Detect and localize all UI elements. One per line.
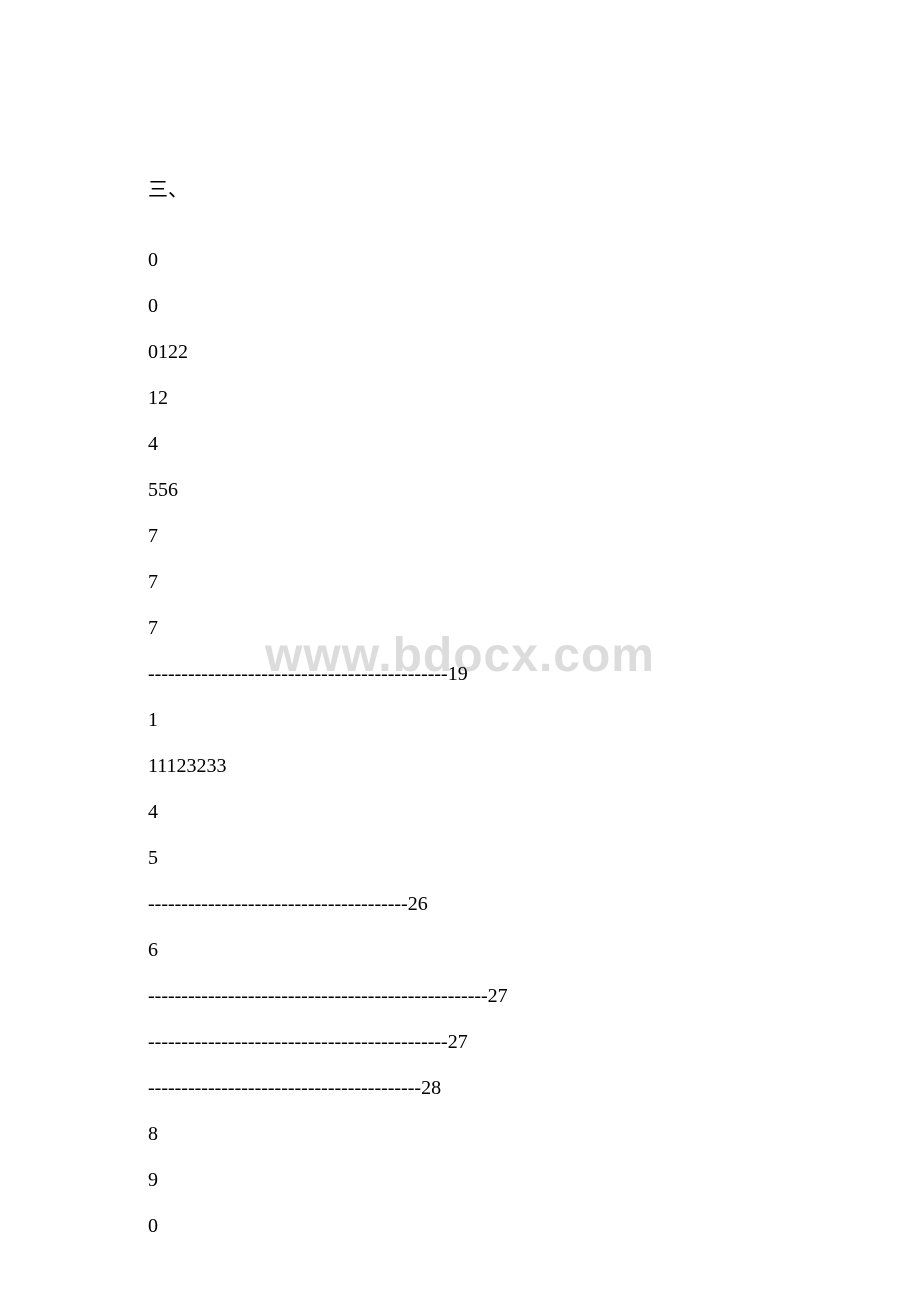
- content-line: ----------------------------------------…: [148, 664, 772, 684]
- content-line: 11123233: [148, 756, 772, 776]
- content-line: 8: [148, 1124, 772, 1144]
- content-line: 0: [148, 250, 772, 270]
- content-line: 6: [148, 940, 772, 960]
- content-line: 4: [148, 802, 772, 822]
- content-line: 0: [148, 296, 772, 316]
- content-line: ----------------------------------------…: [148, 1032, 772, 1052]
- content-line: 12: [148, 388, 772, 408]
- content-line: 1: [148, 710, 772, 730]
- section-header: 三、: [148, 180, 772, 200]
- content-line: 9: [148, 1170, 772, 1190]
- document-content: 三、 0 0 0122 12 4 556 7 7 7 -------------…: [0, 0, 920, 1236]
- content-line: 0: [148, 1216, 772, 1236]
- content-line: ---------------------------------------2…: [148, 894, 772, 914]
- content-line: 7: [148, 526, 772, 546]
- content-line: 4: [148, 434, 772, 454]
- content-line: 5: [148, 848, 772, 868]
- content-line: ----------------------------------------…: [148, 986, 772, 1006]
- content-line: ----------------------------------------…: [148, 1078, 772, 1098]
- content-line: 7: [148, 572, 772, 592]
- content-line: 0122: [148, 342, 772, 362]
- content-line: 7: [148, 618, 772, 638]
- content-line: 556: [148, 480, 772, 500]
